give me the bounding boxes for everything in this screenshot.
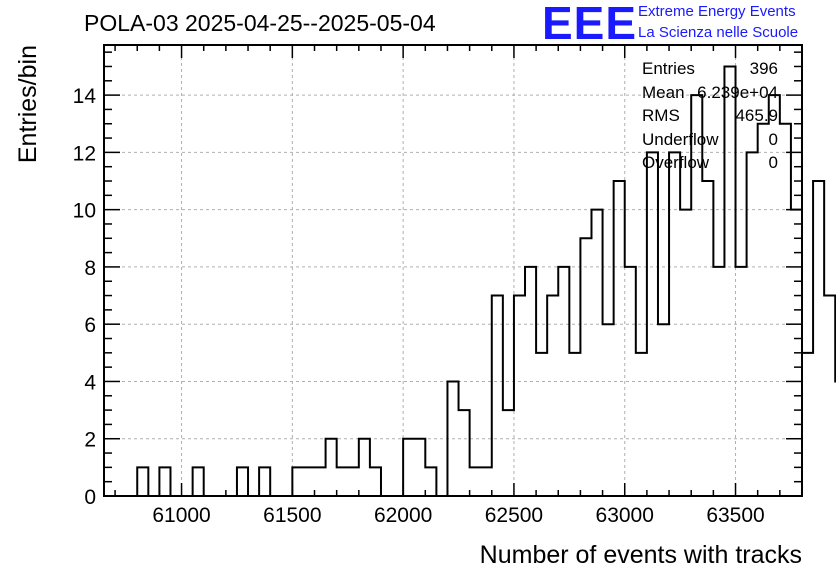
stat-row-overflow: Overflow 0 <box>642 153 778 177</box>
eee-logo: EEE <box>542 0 638 49</box>
x-tick-label: 61000 <box>152 504 210 527</box>
stat-value: 396 <box>749 59 778 78</box>
y-tick-label: 8 <box>84 257 96 280</box>
y-axis-label: Entries/bin <box>14 45 42 163</box>
y-tick-label: 10 <box>73 200 96 223</box>
y-tick-labels: 0 2 4 6 8 10 12 14 <box>73 85 97 509</box>
stat-value: 0 <box>768 129 778 149</box>
y-tick-label: 6 <box>84 314 96 337</box>
y-tick-label: 4 <box>84 371 96 394</box>
chart-title: POLA-03 2025-04-25--2025-05-04 <box>84 10 436 36</box>
histogram-line <box>104 65 836 497</box>
stat-row-entries: Entries 396 <box>642 59 778 83</box>
logo-line-2: La Scienza nelle Scuole <box>638 24 799 41</box>
stat-value: 6.239e+04 <box>697 82 778 102</box>
plot-frame <box>103 44 803 497</box>
x-tick-label: 63000 <box>596 504 654 527</box>
logo-line-1: Extreme Energy Events <box>638 3 796 20</box>
y-tick-label: 12 <box>73 142 96 165</box>
stat-label: RMS <box>642 106 680 125</box>
stat-label: Mean <box>642 82 685 102</box>
x-tick-label: 62500 <box>485 504 543 527</box>
stat-value: 465.9 <box>735 106 778 125</box>
x-tick-labels: 61000 61500 62000 62500 63000 63500 <box>152 504 764 527</box>
stat-value: 0 <box>768 153 778 172</box>
stat-label: Underflow <box>642 129 719 149</box>
y-tick-label: 2 <box>84 429 96 452</box>
stat-label: Overflow <box>642 153 710 172</box>
stats-box: Entries 396 Mean 6.239e+04 RMS 465.9 Und… <box>642 59 778 177</box>
x-tick-label: 63500 <box>706 504 764 527</box>
stat-row-mean: Mean 6.239e+04 <box>642 83 778 107</box>
stat-row-rms: RMS 465.9 <box>642 106 778 130</box>
axis-ticks <box>104 45 803 497</box>
x-tick-label: 62000 <box>374 504 432 527</box>
y-tick-label: 0 <box>84 486 96 509</box>
x-tick-label: 61500 <box>263 504 321 527</box>
y-tick-label: 14 <box>73 85 97 108</box>
x-axis-label: Number of events with tracks <box>480 541 802 569</box>
stat-label: Entries <box>642 59 695 78</box>
stat-row-underflow: Underflow 0 <box>642 130 778 154</box>
